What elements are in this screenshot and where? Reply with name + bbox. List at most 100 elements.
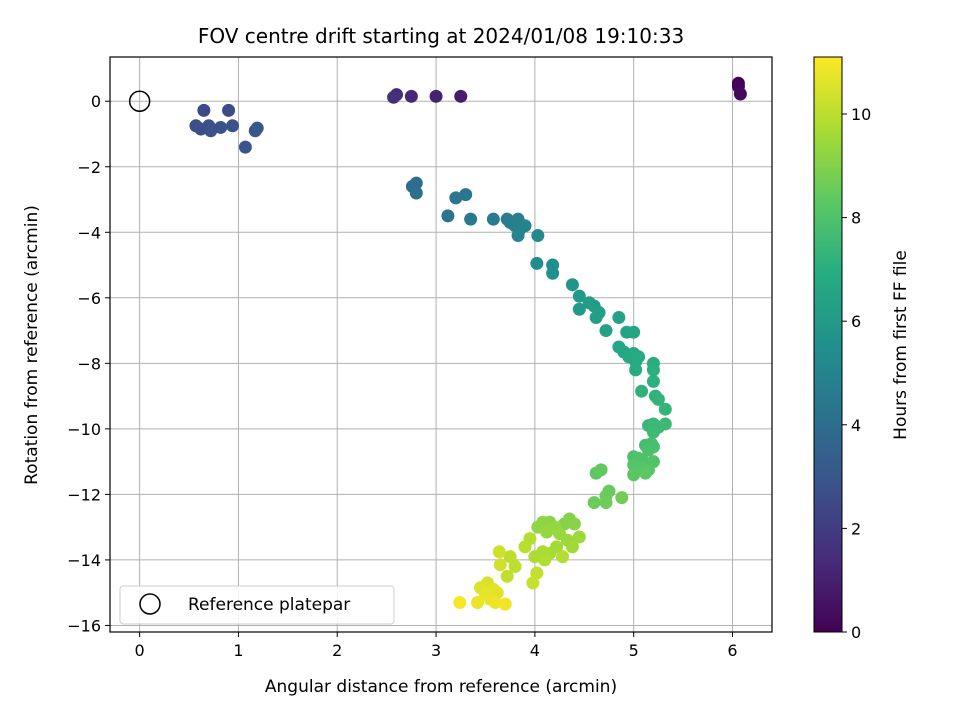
y-tick-label: −2 bbox=[77, 158, 101, 177]
data-point bbox=[530, 256, 544, 270]
y-tick-label: 0 bbox=[91, 92, 101, 111]
data-point bbox=[238, 140, 252, 154]
data-point bbox=[429, 89, 443, 103]
data-point bbox=[511, 229, 525, 243]
data-point bbox=[404, 89, 418, 103]
data-point bbox=[572, 530, 586, 544]
y-tick-label: −16 bbox=[67, 616, 101, 635]
data-point bbox=[565, 278, 579, 292]
colorbar-gradient bbox=[813, 56, 843, 633]
legend: Reference platepar bbox=[119, 585, 395, 625]
x-tick-label: 2 bbox=[332, 641, 342, 660]
y-tick-label: −12 bbox=[67, 485, 101, 504]
data-point bbox=[538, 553, 552, 567]
data-point bbox=[658, 417, 672, 431]
data-point bbox=[528, 550, 542, 564]
data-point bbox=[453, 596, 467, 610]
data-point bbox=[409, 186, 423, 200]
data-point bbox=[639, 466, 653, 480]
data-point bbox=[589, 310, 603, 324]
data-point bbox=[530, 566, 544, 580]
data-point bbox=[493, 558, 507, 572]
x-tick-label: 1 bbox=[233, 641, 243, 660]
x-tick-label: 3 bbox=[431, 641, 441, 660]
data-point bbox=[222, 103, 236, 117]
data-point bbox=[587, 496, 601, 510]
data-point bbox=[503, 550, 517, 564]
legend-box bbox=[119, 585, 395, 625]
y-tick-label: −10 bbox=[67, 420, 101, 439]
colorbar-tick-label: 10 bbox=[851, 105, 871, 124]
data-point bbox=[546, 266, 560, 280]
data-point bbox=[572, 302, 586, 316]
data-point bbox=[492, 545, 506, 559]
x-axis-ticks: 0 1 2 3 4 5 6 bbox=[135, 632, 738, 660]
data-point bbox=[646, 425, 660, 439]
data-point bbox=[518, 219, 532, 233]
data-point bbox=[500, 569, 514, 583]
data-point bbox=[632, 350, 646, 364]
data-point bbox=[627, 325, 641, 339]
data-point bbox=[558, 517, 572, 531]
y-tick-label: −6 bbox=[77, 289, 101, 308]
chart-title: FOV centre drift starting at 2024/01/08 … bbox=[198, 24, 684, 48]
data-point bbox=[612, 310, 626, 324]
data-point bbox=[572, 289, 586, 303]
x-axis-label: Angular distance from reference (arcmin) bbox=[265, 677, 617, 697]
data-point bbox=[733, 87, 747, 101]
y-axis-label: Rotation from reference (arcmin) bbox=[22, 205, 42, 485]
data-point bbox=[594, 463, 608, 477]
data-point bbox=[540, 525, 554, 539]
colorbar-tick-label: 6 bbox=[851, 312, 861, 331]
data-point bbox=[565, 540, 579, 554]
data-point bbox=[449, 191, 463, 205]
data-point bbox=[197, 103, 211, 117]
data-point bbox=[651, 392, 665, 406]
colorbar-tick-label: 8 bbox=[851, 209, 861, 228]
data-point bbox=[599, 496, 613, 510]
data-point bbox=[454, 89, 468, 103]
data-point bbox=[250, 121, 264, 135]
data-point bbox=[629, 363, 643, 377]
data-point bbox=[486, 212, 500, 226]
data-point bbox=[658, 402, 672, 416]
data-point bbox=[214, 120, 228, 134]
data-point bbox=[518, 540, 532, 554]
data-point bbox=[498, 597, 512, 611]
data-point bbox=[409, 176, 423, 190]
colorbar: 0 2 4 6 8 10 Hours from first FF file bbox=[813, 56, 911, 642]
reference-platepar-marker bbox=[128, 90, 151, 112]
data-point bbox=[627, 468, 641, 482]
colorbar-ticks: 0 2 4 6 8 10 bbox=[842, 105, 871, 642]
data-point bbox=[556, 550, 570, 564]
data-point bbox=[641, 443, 655, 457]
data-point bbox=[646, 374, 660, 388]
colorbar-tick-label: 4 bbox=[851, 416, 861, 435]
y-tick-label: −4 bbox=[77, 223, 101, 242]
grid-lines bbox=[110, 57, 772, 632]
y-tick-label: −14 bbox=[67, 551, 101, 570]
data-point bbox=[488, 596, 502, 610]
data-point bbox=[646, 363, 660, 377]
x-tick-label: 4 bbox=[530, 641, 540, 660]
y-tick-label: −8 bbox=[77, 354, 101, 373]
data-point bbox=[387, 90, 401, 104]
x-tick-label: 5 bbox=[629, 641, 639, 660]
data-point bbox=[526, 576, 540, 590]
data-point bbox=[627, 458, 641, 472]
colorbar-tick-label: 2 bbox=[851, 519, 861, 538]
data-point bbox=[204, 124, 218, 138]
data-point bbox=[531, 229, 545, 243]
legend-label: Reference platepar bbox=[188, 595, 350, 615]
legend-marker-icon bbox=[139, 593, 161, 615]
x-tick-label: 6 bbox=[727, 641, 737, 660]
y-axis-ticks: 0 −2 −4 −6 −8 −10 −12 −14 −16 bbox=[67, 92, 110, 635]
data-point bbox=[226, 119, 240, 133]
data-point bbox=[615, 491, 629, 505]
data-point bbox=[464, 212, 478, 226]
data-point bbox=[508, 559, 522, 573]
data-point bbox=[599, 324, 613, 338]
data-point bbox=[459, 188, 473, 202]
data-point bbox=[567, 517, 581, 531]
